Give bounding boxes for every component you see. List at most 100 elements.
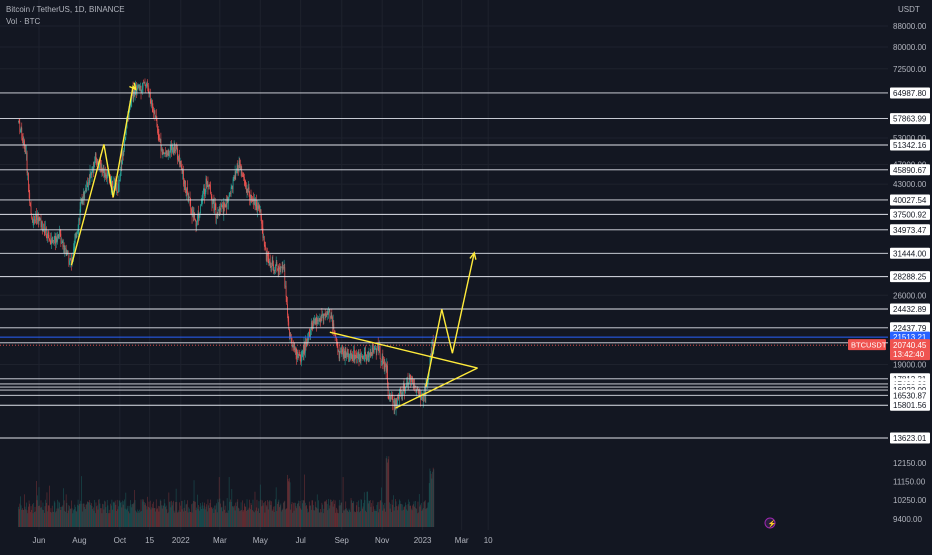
volume-bar: [212, 507, 214, 527]
volume-bar: [142, 499, 143, 527]
volume-bar: [191, 504, 192, 527]
candle-body: [215, 203, 217, 218]
candle-body: [83, 192, 85, 199]
candle-body: [193, 212, 195, 218]
candle-body: [237, 165, 239, 171]
volume-bar: [181, 509, 183, 527]
volume-bar: [234, 510, 236, 527]
candle-body: [245, 184, 247, 189]
candle-body: [151, 100, 153, 110]
volume-bar: [261, 500, 263, 527]
volume-bar: [267, 509, 269, 527]
level-price-label-box: [890, 303, 930, 315]
candle-body: [281, 266, 283, 269]
volume-bar: [57, 508, 59, 527]
candle-body: [399, 393, 400, 399]
candle-body: [285, 285, 286, 287]
volume-bar: [265, 500, 266, 527]
volume-bar: [159, 499, 161, 527]
candle-body: [81, 198, 83, 205]
volume-bar: [414, 506, 415, 527]
volume-bar: [298, 500, 300, 527]
volume-bar: [220, 507, 222, 527]
candle-body: [191, 211, 193, 216]
volume-bar: [267, 500, 268, 527]
candle-body: [37, 217, 39, 220]
volume-bar: [90, 503, 92, 527]
level-price-label-box: [890, 322, 930, 334]
symbol-title[interactable]: Bitcoin / TetherUS, 1D, BINANCE: [6, 5, 125, 14]
candle-body: [310, 322, 312, 330]
volume-bar: [83, 503, 85, 527]
candle-body: [48, 235, 50, 239]
price-axis-currency[interactable]: USDT: [898, 5, 920, 14]
candle-body: [62, 241, 64, 247]
volume-bar: [364, 500, 366, 527]
candle-body: [49, 240, 51, 242]
volume-bar: [26, 502, 27, 527]
candle-body: [323, 314, 325, 320]
candle-body: [316, 317, 317, 325]
volume-bar: [311, 500, 313, 527]
volume-bar: [167, 513, 168, 527]
volume-bar: [269, 500, 270, 527]
volume-bar: [242, 511, 244, 527]
volume-bar: [367, 503, 369, 527]
candle-body: [65, 248, 67, 255]
candle-body: [116, 183, 117, 191]
volume-bar: [202, 508, 204, 527]
candle-body: [173, 146, 175, 155]
volume-bar: [406, 509, 408, 527]
candle-body: [420, 394, 421, 400]
candle-body: [271, 266, 272, 268]
volume-bar: [86, 503, 88, 527]
candle-body: [210, 186, 211, 194]
candle-body: [238, 170, 239, 171]
candle-body: [102, 169, 104, 173]
candle-body: [147, 85, 149, 92]
candle-body: [299, 353, 300, 355]
candle-body: [162, 152, 164, 154]
candle-body: [377, 343, 378, 349]
volume-bar: [255, 507, 257, 527]
volume-bar: [89, 500, 90, 527]
candle-body: [418, 389, 420, 394]
candle-body: [177, 159, 179, 161]
candle-body: [412, 383, 414, 386]
candle-body: [286, 296, 288, 305]
volume-bar: [100, 508, 102, 527]
volume-bar: [299, 500, 301, 527]
volume-bar: [54, 502, 56, 527]
volume-bar: [228, 477, 230, 527]
candle-body: [274, 270, 276, 271]
candle-body: [159, 139, 161, 141]
volume-bar: [236, 506, 237, 527]
volume-bar: [126, 509, 127, 527]
volume-bar: [49, 485, 50, 527]
candle-body: [327, 311, 329, 315]
candle-body: [243, 176, 245, 178]
volume-bar: [407, 510, 408, 527]
candle-body: [143, 82, 145, 83]
level-price-label: 22437.79: [893, 324, 927, 333]
candle-body: [385, 363, 386, 365]
volume-bar: [322, 513, 324, 527]
volume-bar: [393, 510, 395, 527]
candle-body: [249, 194, 251, 200]
volume-bar: [430, 473, 432, 527]
volume-bar: [40, 500, 42, 527]
candle-body: [265, 249, 267, 261]
volume-bar: [377, 502, 378, 527]
candle-body: [177, 148, 178, 160]
volume-bar: [230, 501, 232, 527]
candle-body: [248, 187, 250, 193]
volume-indicator-label[interactable]: Vol · BTC: [6, 17, 41, 26]
candle-body: [216, 216, 218, 218]
volume-bar: [53, 500, 55, 527]
volume-bar: [71, 508, 73, 527]
volume-bar: [316, 494, 318, 527]
candle-body: [46, 237, 48, 239]
candle-body: [314, 318, 316, 325]
